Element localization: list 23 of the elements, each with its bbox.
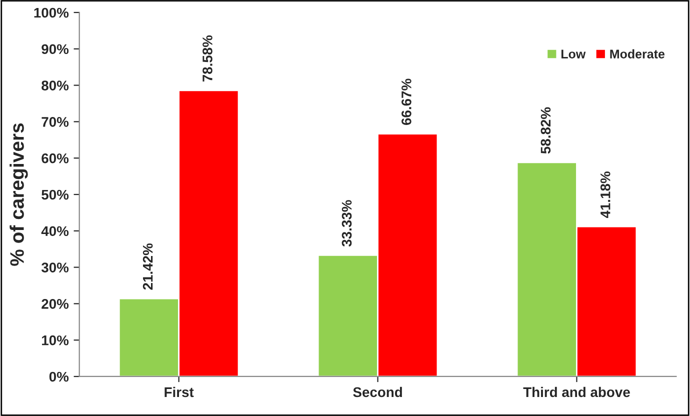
y-tick-label: 60% <box>42 153 69 164</box>
data-label: 66.67% <box>402 78 412 125</box>
y-tick-label: 0% <box>49 372 69 382</box>
y-axis-title: % of caregivers <box>10 123 28 266</box>
y-tick-label: 80% <box>42 80 69 90</box>
y-tick-label: 10% <box>42 335 69 346</box>
legend-label: Low <box>561 50 586 58</box>
data-label: 78.58% <box>202 35 212 82</box>
legend-label: Moderate <box>610 49 665 58</box>
y-tick-label: 90% <box>42 44 69 54</box>
data-label: 58.82% <box>540 107 551 154</box>
y-tick-label: 40% <box>41 226 69 236</box>
y-tick-label: 70% <box>42 117 69 127</box>
y-tick-label: 20% <box>42 299 69 309</box>
y-tick-label: 50% <box>42 190 69 200</box>
x-tick-label: Third and above <box>523 386 630 398</box>
y-tick-label: 30% <box>41 262 69 272</box>
data-label: 21.42% <box>142 243 153 290</box>
data-label: 41.18% <box>600 172 610 218</box>
y-tick-label: 100% <box>34 8 69 18</box>
x-tick-label: First <box>164 386 194 398</box>
data-label: 33.33% <box>342 200 352 247</box>
x-tick-label: Second <box>353 386 402 398</box>
